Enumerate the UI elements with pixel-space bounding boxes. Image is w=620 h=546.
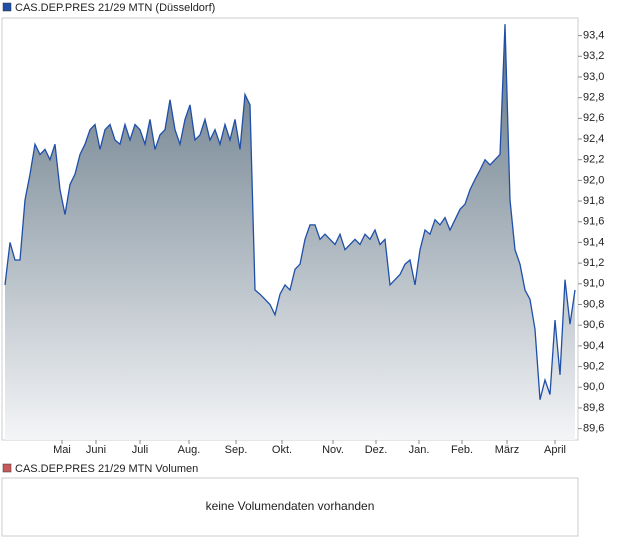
- x-tick-label: Jan.: [409, 444, 430, 456]
- legend-label: CAS.DEP.PRES 21/29 MTN (Düsseldorf): [15, 2, 215, 14]
- x-tick-label: Nov.: [322, 444, 344, 456]
- y-tick-label: 93,0: [583, 71, 604, 83]
- y-tick-label: 91,4: [583, 236, 604, 248]
- y-tick-label: 93,2: [583, 50, 604, 62]
- x-tick-label: Sep.: [225, 444, 248, 456]
- legend-swatch: [2, 463, 12, 473]
- price-line: [4, 24, 576, 400]
- y-tick-label: 92,0: [583, 174, 604, 186]
- annotation: keine Volumendaten vorhanden: [206, 499, 375, 513]
- y-tick-label: 90,4: [583, 340, 604, 352]
- y-tick-label: 91,2: [583, 257, 604, 269]
- y-tick-label: 91,6: [583, 216, 604, 228]
- x-tick-label: Dez.: [365, 444, 388, 456]
- x-tick-label: April: [544, 444, 566, 456]
- area-fill: [5, 24, 575, 440]
- y-tick-label: 91,0: [583, 278, 604, 290]
- y-tick-label: 90,8: [583, 298, 604, 310]
- y-tick-label: 89,8: [583, 402, 604, 414]
- x-tick-label: Juli: [132, 444, 149, 456]
- x-tick-label: Mai: [53, 444, 71, 456]
- x-tick-label: Juni: [86, 444, 106, 456]
- legend-label: CAS.DEP.PRES 21/29 MTN Volumen: [15, 463, 198, 475]
- y-tick-label: 90,2: [583, 360, 604, 372]
- y-tick-label: 92,6: [583, 112, 604, 124]
- y-tick-label: 93,4: [583, 29, 604, 41]
- x-tick-label: Okt.: [272, 444, 292, 456]
- x-tick-label: März: [495, 444, 519, 456]
- y-tick-label: 90,0: [583, 381, 604, 393]
- y-tick-label: 92,4: [583, 133, 604, 145]
- x-tick-label: Aug.: [178, 444, 201, 456]
- y-tick-label: 89,6: [583, 423, 604, 435]
- volume-frame: [1, 477, 579, 537]
- y-tick-label: 91,8: [583, 195, 604, 207]
- y-tick-label: 92,2: [583, 154, 604, 166]
- x-tick-label: Feb.: [451, 444, 473, 456]
- y-tick-label: 90,6: [583, 319, 604, 331]
- legend-swatch: [2, 2, 12, 12]
- y-tick-label: 92,8: [583, 92, 604, 104]
